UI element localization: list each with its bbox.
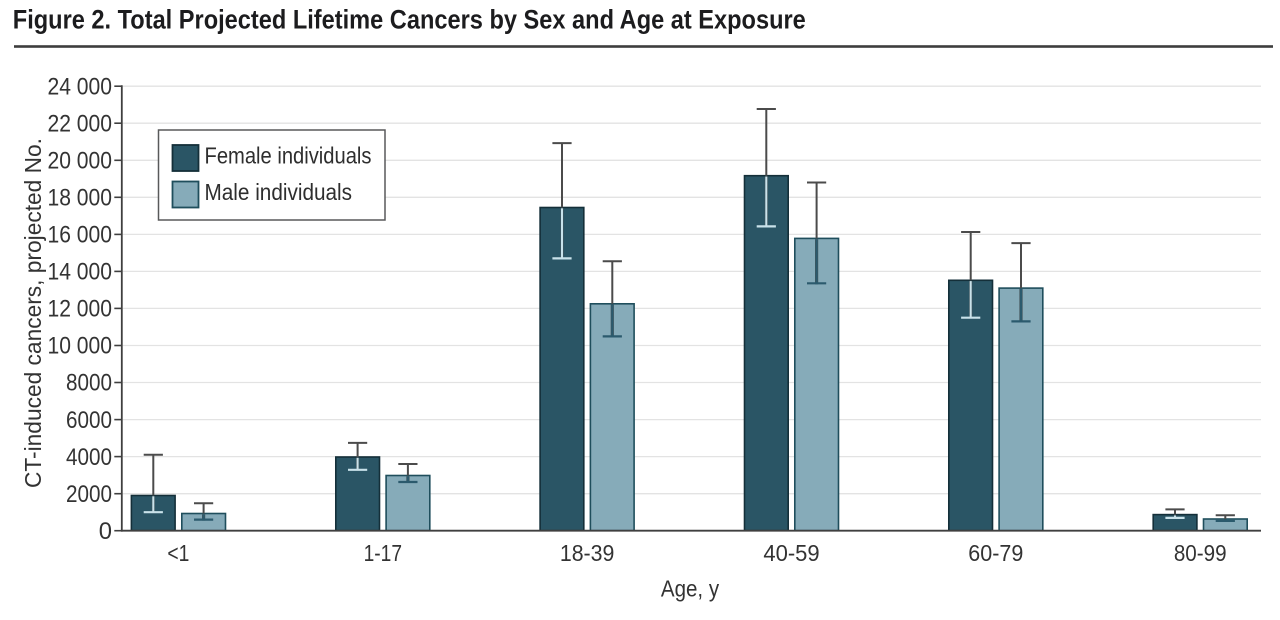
svg-text:60-79: 60-79 — [968, 540, 1023, 566]
svg-text:<1: <1 — [167, 540, 189, 566]
svg-text:8000: 8000 — [66, 370, 112, 397]
svg-text:12 000: 12 000 — [48, 296, 113, 323]
svg-text:10 000: 10 000 — [48, 333, 113, 360]
svg-text:18 000: 18 000 — [48, 185, 113, 212]
svg-text:1-17: 1-17 — [364, 540, 402, 566]
svg-text:20 000: 20 000 — [48, 148, 113, 175]
svg-text:Figure 2. Total Projected Life: Figure 2. Total Projected Lifetime Cance… — [13, 5, 806, 35]
svg-text:0: 0 — [99, 518, 112, 545]
svg-text:14 000: 14 000 — [48, 259, 113, 286]
svg-text:6000: 6000 — [66, 407, 112, 434]
svg-text:24 000: 24 000 — [48, 73, 113, 100]
svg-text:16 000: 16 000 — [48, 222, 113, 249]
svg-text:2000: 2000 — [66, 481, 112, 508]
svg-text:Female individuals: Female individuals — [205, 143, 372, 169]
svg-text:80-99: 80-99 — [1174, 540, 1227, 566]
svg-text:CT-induced cancers, projected: CT-induced cancers, projected No. — [20, 138, 46, 488]
svg-text:Age, y: Age, y — [661, 575, 719, 601]
svg-text:4000: 4000 — [66, 444, 112, 471]
svg-text:40-59: 40-59 — [763, 540, 819, 566]
svg-text:18-39: 18-39 — [560, 540, 615, 566]
svg-text:Male individuals: Male individuals — [205, 179, 353, 205]
svg-text:22 000: 22 000 — [48, 110, 113, 137]
